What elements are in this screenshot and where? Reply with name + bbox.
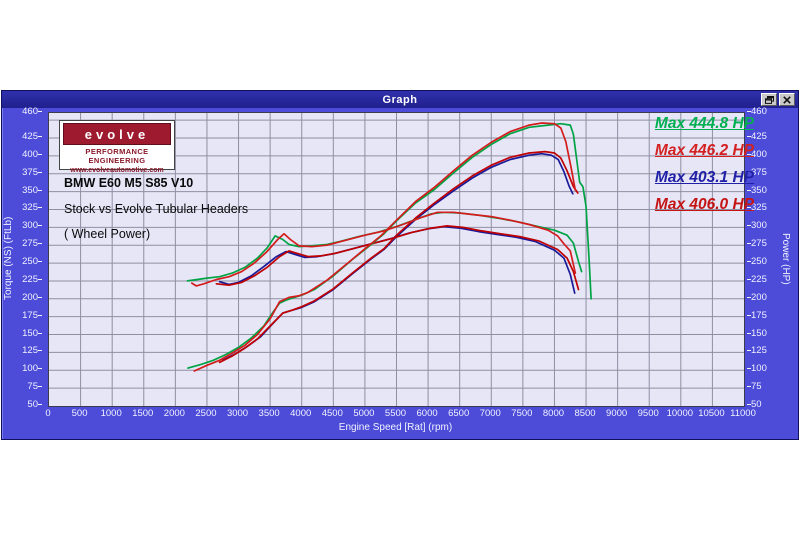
x-tick-label: 5000 xyxy=(353,408,375,419)
x-tick-label: 2500 xyxy=(195,408,217,419)
y-tick-label-right: 125 xyxy=(747,346,767,356)
evolve-run2-power-curve xyxy=(193,122,577,372)
y-tick-label-right: 375 xyxy=(747,167,767,178)
y-tick-label-right: 425 xyxy=(747,132,767,142)
restore-button[interactable] xyxy=(761,93,777,106)
x-tick-label: 500 xyxy=(71,408,88,419)
y-tick-label-left: 350 xyxy=(2,185,42,196)
y-tick-label-left: 400 xyxy=(2,149,42,160)
y-tick-label-left: 460 xyxy=(2,107,42,117)
x-tick-label: 8500 xyxy=(574,408,596,419)
x-tick-label: 5500 xyxy=(384,408,407,419)
x-tick-label: 1500 xyxy=(132,408,154,419)
y-tick-label-left: 125 xyxy=(2,346,42,356)
legend-item: Max 403.1 HP xyxy=(654,169,754,186)
y-tick-label-left: 250 xyxy=(2,257,42,267)
annotation-car-model: BMW E60 M5 S85 V10 xyxy=(64,176,194,190)
y-tick-label-right: 400 xyxy=(747,149,767,160)
window-titlebar[interactable]: Graph xyxy=(2,91,798,108)
y-tick-label-left: 225 xyxy=(2,274,42,285)
right-axis-title: Power (HP) xyxy=(780,232,791,285)
logo-website: www.evolveautomotive.com xyxy=(70,167,164,174)
evolve-logo-wordmark: evolve xyxy=(63,123,171,145)
y-tick-label-left: 175 xyxy=(2,310,42,321)
y-tick-label-left: 275 xyxy=(2,239,42,249)
y-tick-label-left: 100 xyxy=(2,364,42,374)
left-axis-title: Torque (NS) (FtLb) xyxy=(3,216,14,301)
chart-annotations: BMW E60 M5 S85 V10 Stock vs Evolve Tubul… xyxy=(64,176,248,241)
stock-run2-torque-curve xyxy=(215,225,580,291)
graph-window: Graph 460 425 400 375 350 325 300 275 250 225 200 1… xyxy=(1,90,799,440)
window-title: Graph xyxy=(382,93,418,106)
x-tick-label: 10500 xyxy=(698,408,725,419)
titlebar-buttons xyxy=(761,93,795,106)
evolve-run1-power-curve xyxy=(187,122,592,369)
y-tick-label-left: 425 xyxy=(2,132,42,142)
y-tick-label-right: 50 xyxy=(747,400,762,410)
y-tick-label-left: 325 xyxy=(2,203,42,213)
y-tick-label-right: 460 xyxy=(747,107,767,117)
x-tick-label: 3000 xyxy=(226,408,249,419)
logo-tagline: PERFORMANCE ENGINEERING xyxy=(85,147,149,165)
close-button[interactable] xyxy=(779,93,795,106)
y-tick-label-right: 275 xyxy=(747,239,767,249)
close-icon xyxy=(783,95,791,104)
annotation-comparison: Stock vs Evolve Tubular Headers xyxy=(64,202,249,216)
y-tick-label-left: 75 xyxy=(2,382,42,392)
y-tick-label-left: 300 xyxy=(2,221,42,231)
max-power-legend: Max 444.8 HP Max 446.2 HP Max 403.1 HP Max … xyxy=(654,115,754,225)
y-tick-label-right: 250 xyxy=(747,257,767,267)
x-tick-label: 7000 xyxy=(479,408,501,419)
y-tick-label-left: 375 xyxy=(2,167,42,178)
legend-item: Max 406.0 HP xyxy=(654,196,754,213)
y-tick-label-left: 50 xyxy=(2,400,42,410)
x-tick-label: 1000 xyxy=(100,408,122,419)
x-tick-label: 9000 xyxy=(606,408,628,419)
x-tick-label: 2000 xyxy=(163,408,185,419)
chart-area: 460 425 400 375 350 325 300 275 250 225 200 175 150 1… xyxy=(2,107,798,439)
y-tick-label-right: 150 xyxy=(747,328,767,339)
evolve-run2-torque-curve xyxy=(190,211,577,287)
x-tick-label: 9500 xyxy=(637,408,659,419)
x-tick-label: 4500 xyxy=(321,408,343,419)
annotation-wheel-power: ( Wheel Power) xyxy=(64,227,151,241)
y-tick-label-right: 175 xyxy=(747,310,767,321)
y-tick-label-right: 75 xyxy=(747,382,762,392)
x-axis-title: Engine Speed [Rat] (rpm) xyxy=(338,422,453,433)
x-tick-label: 4000 xyxy=(290,408,312,419)
y-tick-label-left: 150 xyxy=(2,328,42,339)
x-tick-label: 6000 xyxy=(416,408,438,419)
y-tick-label-left: 200 xyxy=(2,292,42,303)
restore-icon xyxy=(764,95,774,104)
y-tick-label-right: 325 xyxy=(747,203,767,213)
x-tick-label: 7500 xyxy=(511,408,533,419)
legend-item: Max 444.8 HP xyxy=(654,115,754,132)
legend-item: Max 446.2 HP xyxy=(654,142,754,159)
dyno-chart xyxy=(49,113,744,406)
x-tick-label: 11000 xyxy=(730,408,756,419)
y-tick-label-right: 350 xyxy=(747,185,767,196)
y-tick-label-right: 300 xyxy=(747,221,767,231)
x-tick-label: 10000 xyxy=(666,408,694,419)
x-tick-label: 6500 xyxy=(448,408,470,419)
x-tick-label: 8000 xyxy=(542,408,565,419)
y-tick-label-right: 225 xyxy=(747,274,767,285)
x-tick-label: 0 xyxy=(45,408,51,419)
y-tick-label-right: 100 xyxy=(747,364,767,374)
evolve-logo: evolve PERFORMANCE ENGINEERING www.evolv… xyxy=(59,120,175,174)
x-tick-label: 3500 xyxy=(258,408,280,419)
y-tick-label-right: 200 xyxy=(747,292,767,303)
stock-run2-power-curve xyxy=(218,150,579,364)
